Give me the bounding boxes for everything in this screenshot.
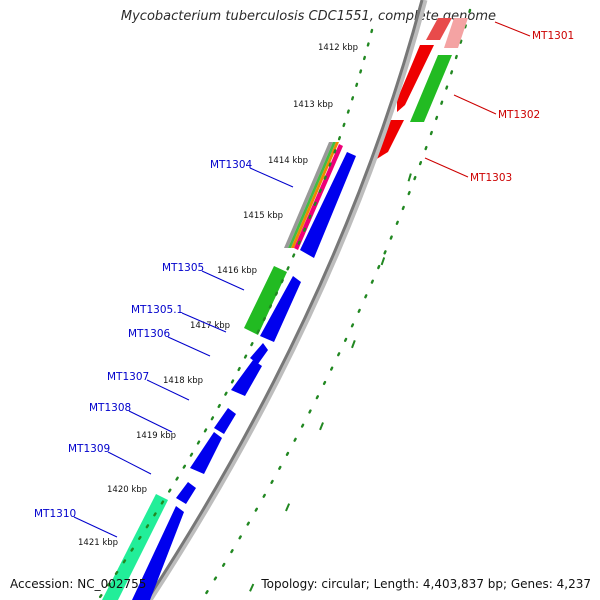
gene-label-mt1304[interactable]: MT1304 — [210, 159, 253, 171]
kbp-tick-labels: 1412 kbp 1413 kbp 1414 kbp 1415 kbp 1416… — [78, 43, 358, 548]
gene-label-mt1301[interactable]: MT1301 — [532, 30, 574, 42]
leader-line-mt1306 — [167, 336, 211, 357]
gene-arrow-mt1309 — [176, 482, 196, 504]
gene-arrow-mt1305 — [260, 276, 301, 342]
feature-stripe-green — [288, 142, 336, 248]
genome-backbone — [145, 0, 424, 600]
gene-arrow-mt1308 — [190, 432, 222, 474]
leader-line-mt1309 — [107, 451, 152, 475]
leader-line-mt1308 — [128, 410, 173, 433]
leader-line-mt1302 — [453, 94, 497, 115]
gene-label-mt1306[interactable]: MT1306 — [128, 328, 171, 340]
leader-line-mt1305-1 — [181, 312, 227, 333]
kbp-label: 1415 kbp — [243, 211, 283, 221]
feature-block-teal — [102, 494, 168, 600]
gene-arrow-mt1304 — [300, 152, 356, 258]
leader-line-mt1301 — [494, 21, 531, 37]
feature-stripe-magenta — [294, 144, 343, 250]
gene-label-mt1305[interactable]: MT1305 — [162, 262, 204, 274]
gene-arrow-mt1306 — [231, 360, 262, 396]
leader-line-mt1305 — [201, 270, 245, 291]
gene-arrow-mt1302-green — [410, 55, 452, 122]
feature-stripe-grey — [284, 142, 333, 248]
kbp-label: 1412 kbp — [318, 43, 358, 53]
kbp-label: 1419 kbp — [136, 431, 176, 441]
kbp-label: 1413 kbp — [293, 100, 333, 110]
gene-label-mt1308[interactable]: MT1308 — [89, 402, 131, 414]
leader-line-mt1303 — [424, 157, 469, 178]
kbp-label: 1421 kbp — [78, 538, 118, 548]
leader-line-mt1304 — [249, 167, 294, 188]
kbp-label: 1416 kbp — [217, 266, 257, 276]
feature-stripe-orange — [291, 142, 339, 248]
kbp-label: 1418 kbp — [163, 376, 203, 386]
genome-backbone-shadow — [147, 0, 428, 600]
accession-text: Accession: NC_002755 — [10, 577, 147, 591]
feature-block-green — [244, 266, 287, 335]
gene-label-mt1302[interactable]: MT1302 — [498, 109, 540, 121]
gene-arrow-mt1301-faint — [444, 18, 468, 48]
gene-label-mt1303[interactable]: MT1303 — [470, 172, 512, 184]
gene-arrow-mt1301 — [426, 18, 452, 40]
gene-label-mt1305-1[interactable]: MT1305.1 — [131, 304, 183, 316]
kbp-label: 1420 kbp — [107, 485, 147, 495]
reverse-strand-features — [102, 142, 343, 600]
gene-arrow-mt1305-1 — [250, 343, 268, 364]
gene-label-mt1310[interactable]: MT1310 — [34, 508, 76, 520]
map-title: Mycobacterium tuberculosis CDC1551, comp… — [120, 9, 496, 24]
forward-strand-features — [375, 18, 468, 160]
leader-line-mt1307 — [146, 379, 190, 401]
gene-label-mt1309[interactable]: MT1309 — [68, 443, 110, 455]
topology-text: Topology: circular; Length: 4,403,837 bp… — [261, 577, 591, 591]
reverse-strand-genes — [132, 152, 356, 600]
gene-arrow-mt1303 — [375, 120, 404, 160]
forward-gene-labels: MT1301 MT1302 MT1303 — [424, 21, 574, 184]
gene-arrow-mt1307 — [214, 408, 236, 434]
leader-line-mt1310 — [73, 516, 118, 538]
gene-label-mt1307[interactable]: MT1307 — [107, 371, 149, 383]
kbp-label: 1414 kbp — [268, 156, 308, 166]
reverse-gene-labels: MT1304 MT1305 MT1305.1 MT1306 MT1307 MT1… — [34, 159, 294, 538]
gene-arrow-mt1310 — [132, 506, 184, 600]
kbp-label: 1417 kbp — [190, 321, 230, 331]
gene-arrow-mt1302-red — [397, 45, 434, 112]
